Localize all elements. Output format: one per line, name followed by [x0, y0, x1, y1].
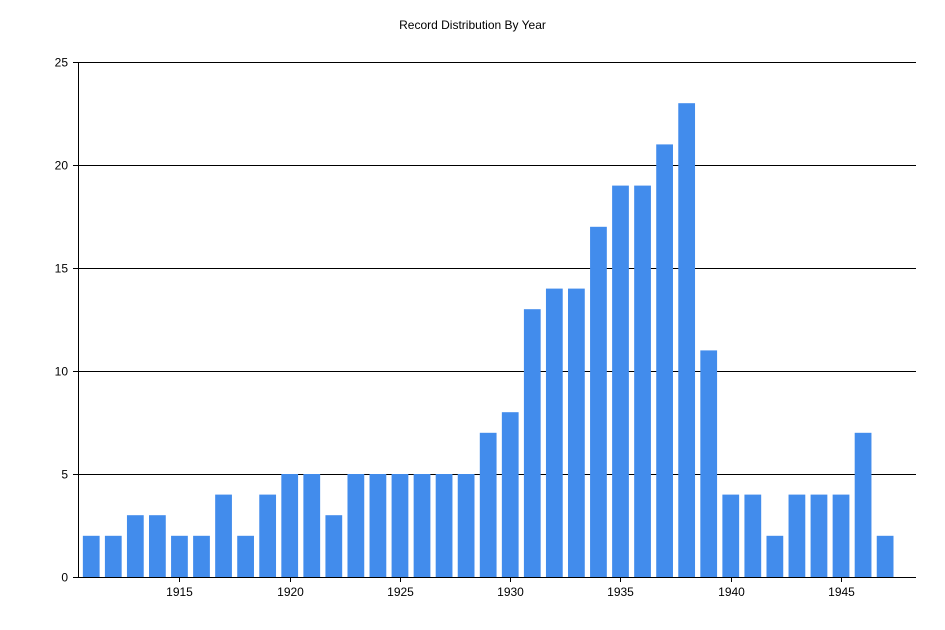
bar-1925 — [391, 474, 409, 577]
bar-1912 — [104, 535, 122, 577]
bar-1943 — [788, 494, 806, 577]
bar-1922 — [325, 515, 343, 577]
bar-1936 — [634, 185, 651, 577]
y-tick-label: 10 — [55, 365, 69, 379]
y-tick-label: 25 — [55, 56, 69, 70]
bar-1926 — [413, 474, 431, 577]
x-tick-label: 1945 — [828, 585, 855, 599]
bar-1942 — [766, 535, 784, 577]
bar-1947 — [876, 535, 894, 577]
bar-1945 — [832, 494, 850, 577]
bar-1924 — [369, 474, 387, 577]
x-tick-label: 1920 — [277, 585, 304, 599]
bar-1940 — [722, 494, 740, 577]
x-tick-label: 1940 — [718, 585, 745, 599]
bar-1939 — [700, 350, 718, 577]
bar-1927 — [435, 474, 453, 577]
bar-1923 — [347, 474, 365, 577]
chart-title: Record Distribution By Year — [399, 18, 546, 32]
bar-1919 — [259, 494, 277, 577]
bar-1920 — [281, 474, 299, 577]
bar-1946 — [854, 432, 872, 577]
bar-1932 — [545, 288, 563, 577]
y-tick-label: 20 — [55, 159, 69, 173]
bar-1914 — [149, 515, 166, 577]
bar-1929 — [479, 432, 497, 577]
y-tick-label: 0 — [61, 571, 68, 585]
bar-1941 — [744, 494, 762, 577]
bar-1918 — [237, 535, 254, 577]
bar-1911 — [82, 535, 100, 577]
bar-1913 — [126, 515, 144, 577]
bar-1928 — [457, 474, 475, 577]
bar-1934 — [590, 226, 607, 578]
x-tick-label: 1930 — [497, 585, 524, 599]
y-tick-label: 5 — [61, 468, 68, 482]
x-tick-label: 1925 — [387, 585, 414, 599]
bar-1944 — [810, 494, 828, 577]
bar-1933 — [568, 288, 585, 577]
y-tick-label: 15 — [55, 262, 69, 276]
bar-1915 — [171, 535, 188, 577]
bar-1931 — [523, 309, 541, 577]
x-tick-label: 1915 — [166, 585, 193, 599]
bar-1917 — [215, 494, 232, 577]
bar-1921 — [303, 474, 321, 577]
bar-1916 — [193, 535, 210, 577]
bar-1938 — [678, 103, 696, 577]
bar-1937 — [656, 144, 673, 577]
bar-1930 — [501, 412, 519, 577]
bar-1935 — [612, 185, 629, 577]
x-tick-label: 1935 — [607, 585, 634, 599]
